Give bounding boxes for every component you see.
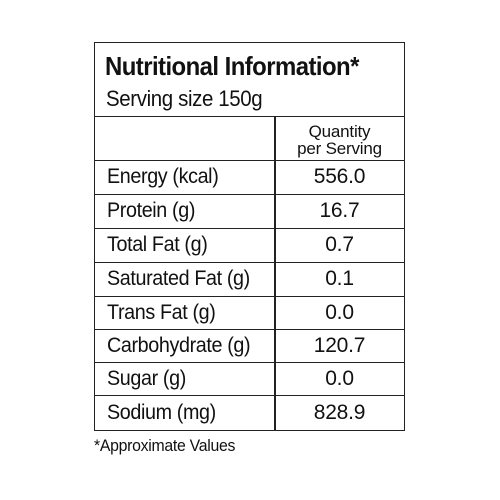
nutrient-name: Trans Fat (g): [107, 301, 216, 324]
column-divider: [274, 117, 276, 430]
table-row: Protein (g) 16.7: [95, 195, 404, 229]
nutrient-name: Saturated Fat (g): [107, 267, 250, 290]
quantity-column-header: Quantity per Serving: [275, 123, 404, 157]
label-title: Nutritional Information*: [105, 51, 359, 81]
nutrition-label: Nutritional Information* Serving size 15…: [94, 42, 405, 431]
label-header: Nutritional Information* Serving size 15…: [95, 43, 404, 117]
nutrient-value: 0.0: [325, 301, 354, 324]
table-row: Saturated Fat (g) 0.1: [95, 263, 404, 297]
table-row: Carbohydrate (g) 120.7: [95, 330, 404, 363]
nutrient-name: Carbohydrate (g): [107, 334, 251, 357]
nutrient-value: 828.9: [313, 401, 366, 424]
nutrient-name: Sugar (g): [107, 367, 186, 390]
nutrient-name: Energy (kcal): [107, 165, 219, 188]
nutrient-value: 556.0: [313, 165, 366, 188]
footnote: *Approximate Values: [94, 436, 236, 455]
nutrient-name: Protein (g): [107, 199, 196, 222]
table-row: Trans Fat (g) 0.0: [95, 297, 404, 330]
table-row: Total Fat (g) 0.7: [95, 229, 404, 263]
nutrient-name: Total Fat (g): [107, 233, 208, 256]
table-row: Energy (kcal) 556.0: [95, 161, 404, 195]
nutrient-value: 16.7: [319, 199, 360, 222]
table-row: Sodium (mg) 828.9: [95, 396, 404, 430]
nutrient-value: 0.0: [325, 367, 354, 390]
nutrient-value: 120.7: [313, 334, 366, 357]
column-header-line-1: Quantity: [308, 122, 371, 141]
column-header-line-2: per Serving: [297, 139, 382, 158]
column-header-row: Quantity per Serving: [95, 117, 404, 161]
nutrient-value: 0.1: [325, 267, 354, 290]
nutrient-value: 0.7: [325, 233, 354, 256]
serving-size: Serving size 150g: [106, 86, 263, 111]
table-row: Sugar (g) 0.0: [95, 363, 404, 396]
nutrient-name: Sodium (mg): [107, 401, 216, 424]
